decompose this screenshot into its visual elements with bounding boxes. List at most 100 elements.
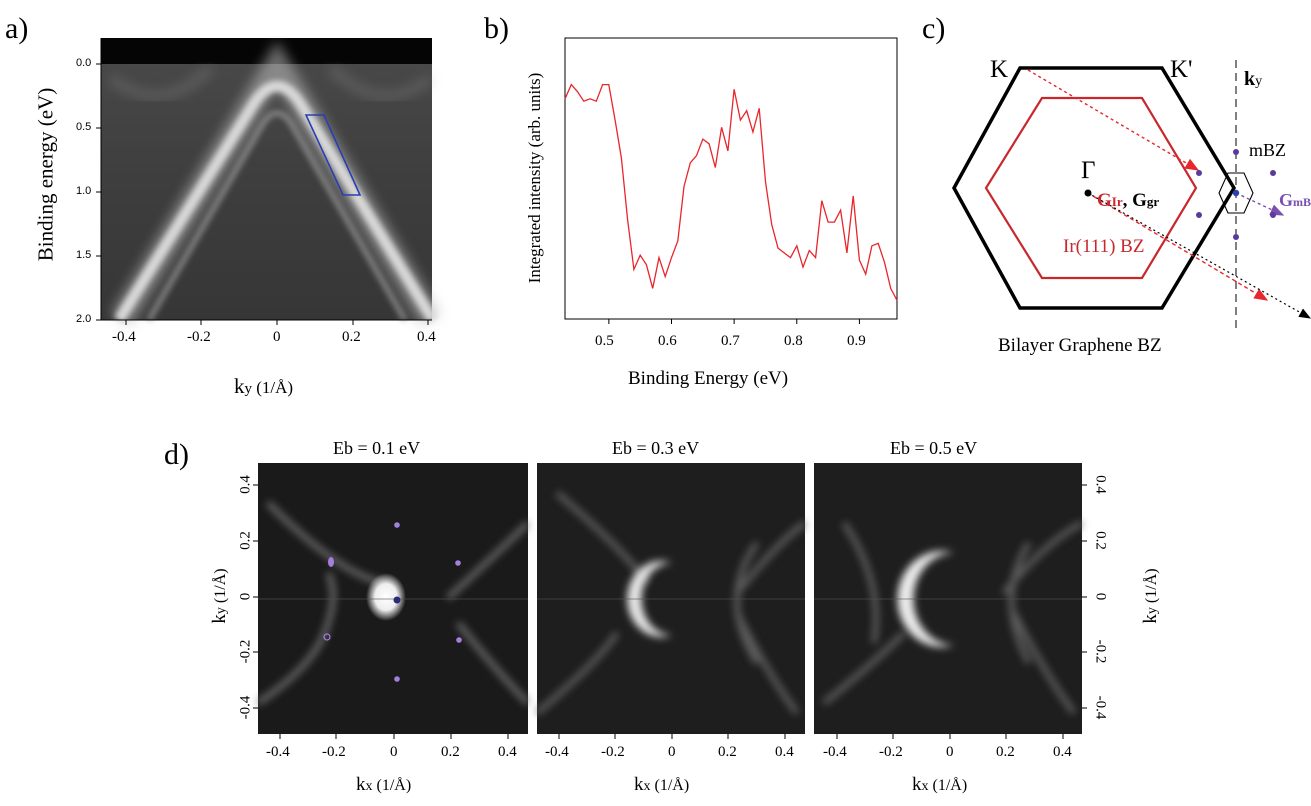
map3-xlabel-main: k xyxy=(912,774,922,795)
panel-d-ylabel-right-main: k xyxy=(1140,614,1161,624)
map3-xtick: 0 xyxy=(946,744,954,760)
label-G-ir-sub: Ir xyxy=(1111,194,1123,209)
panel-d-ylabel-right-unit: (1/Å) xyxy=(1143,568,1160,608)
panel-d-ylabel-left: ky (1/Å) xyxy=(209,536,231,656)
panel-a-xtick: 0.2 xyxy=(342,329,361,345)
panel-a-xlabel-main: k xyxy=(234,374,245,398)
map1-xtick: 0 xyxy=(390,744,398,760)
label-mBZ: mBZ xyxy=(1249,140,1287,160)
panel-a-xtick: 0 xyxy=(273,329,281,345)
panel-a-xlabel-unit: (1/Å) xyxy=(252,378,294,397)
label-ky: ky xyxy=(1244,68,1262,91)
mbz-hexagon xyxy=(1218,172,1254,214)
panel-d-ytick-left: 0.4 xyxy=(237,475,254,494)
map2-xtick: 0 xyxy=(668,744,676,760)
map1-xlabel: kx (1/Å) xyxy=(356,774,411,796)
map1-xtick: 0.4 xyxy=(498,744,517,760)
panel-d-ylabel-right: ky (1/Å) xyxy=(1140,536,1162,656)
constant-energy-map-eb-0.3 xyxy=(535,463,807,734)
panel-a-xlabel-sub: y xyxy=(244,381,253,397)
map2-xlabel-main: k xyxy=(634,774,644,795)
map3-xtick: 0.2 xyxy=(996,744,1015,760)
panel-a-ytick: 2.0 xyxy=(76,313,92,325)
panel-d-ytick-right: 0 xyxy=(1092,592,1109,601)
map-title-2: Eb = 0.3 eV xyxy=(612,438,700,458)
intensity-line-chart xyxy=(564,37,898,324)
map3-xtick: -0.4 xyxy=(823,744,847,760)
label-G-ir-gr: GIr, Ggr xyxy=(1097,190,1159,212)
panel-a-ytick: 0.5 xyxy=(76,121,92,133)
constant-energy-map-eb-0.1 xyxy=(256,463,531,734)
map2-xtick: -0.4 xyxy=(545,744,569,760)
panel-d-ytick-right: 0.4 xyxy=(1092,475,1109,494)
label-gamma: Γ xyxy=(1081,157,1096,184)
panel-c-letter: c) xyxy=(922,12,946,45)
map-title-3: Eb = 0.5 eV xyxy=(890,438,978,458)
bilayer-graphene-hexagon xyxy=(952,66,1237,310)
panel-a-xlabel: ky (1/Å) xyxy=(234,374,293,399)
map2-xtick: 0.4 xyxy=(775,744,794,760)
panel-d-ytick-right: -0.4 xyxy=(1092,695,1109,720)
map1-xlabel-unit: (1/Å) xyxy=(372,777,412,794)
panel-b-xtick: 0.5 xyxy=(595,333,614,349)
panel-a-xtick: -0.2 xyxy=(187,329,211,345)
label-G-mbz-main: G xyxy=(1279,190,1294,210)
map2-xlabel-unit: (1/Å) xyxy=(650,777,690,794)
panel-a-ytick: 0.0 xyxy=(76,57,92,69)
panel-b-xtick: 0.7 xyxy=(721,333,740,349)
map2-xtick: -0.2 xyxy=(601,744,625,760)
panel-d-ytick-left: -0.4 xyxy=(237,695,254,720)
map2-xlabel: kx (1/Å) xyxy=(634,774,689,796)
label-G-gr-main: G xyxy=(1132,190,1147,211)
map1-xtick: 0.2 xyxy=(441,744,460,760)
panel-b-xtick: 0.6 xyxy=(658,333,677,349)
panel-d-ylabel-left-unit: (1/Å) xyxy=(212,568,229,608)
panel-d-ytick-right: 0.2 xyxy=(1092,531,1109,550)
map-title-1: Eb = 0.1 eV xyxy=(333,438,421,458)
label-ky-sub: y xyxy=(1255,74,1263,89)
label-ir-bz: Ir(111) BZ xyxy=(1063,236,1145,257)
label-G-gr-sub: gr xyxy=(1146,194,1160,209)
map3-xlabel-sub: x xyxy=(921,779,929,794)
panel-d-ytick-left: 0.2 xyxy=(237,531,254,550)
label-bilayer-graphene-bz: Bilayer Graphene BZ xyxy=(998,335,1162,356)
panel-d-ytick-right: -0.2 xyxy=(1092,639,1109,664)
label-G-mbz-sub: mBZ xyxy=(1293,195,1311,209)
brillouin-zone-diagram xyxy=(952,60,1311,330)
panel-b-xtick: 0.8 xyxy=(784,333,803,349)
label-ky-main: k xyxy=(1244,68,1256,90)
label-G-ir-main: G xyxy=(1097,190,1112,211)
constant-energy-map-eb-0.5 xyxy=(814,463,1084,734)
label-K: K xyxy=(990,56,1009,83)
label-K-prime: K' xyxy=(1170,56,1193,83)
map1-xlabel-main: k xyxy=(356,774,366,795)
panel-d-ylabel-right-sub: y xyxy=(1145,607,1160,615)
panel-d-ylabel-left-main: k xyxy=(209,614,230,624)
map3-xlabel-unit: (1/Å) xyxy=(928,777,968,794)
map3-xlabel: kx (1/Å) xyxy=(912,774,967,796)
map2-xtick: 0.2 xyxy=(718,744,737,760)
panel-a-ytick: 1.5 xyxy=(76,249,92,261)
panel-a-xtick: -0.4 xyxy=(112,329,136,345)
panel-b-xlabel: Binding Energy (eV) xyxy=(628,368,789,389)
map1-xtick: -0.2 xyxy=(322,744,346,760)
panel-a-xtick: 0.4 xyxy=(417,329,436,345)
map1-xlabel-sub: x xyxy=(365,779,373,794)
map3-xtick: -0.2 xyxy=(879,744,903,760)
label-comma: , xyxy=(1122,190,1128,211)
arpes-band-map xyxy=(96,38,442,327)
panel-d-ytick-left: 0 xyxy=(237,592,254,601)
panel-d-letter: d) xyxy=(164,438,189,471)
intensity-series-line xyxy=(564,83,898,301)
panel-a-ytick: 1.0 xyxy=(76,185,92,197)
map3-xtick: 0.4 xyxy=(1053,744,1072,760)
panel-d-ytick-left: -0.2 xyxy=(237,639,254,664)
panel-b-letter: b) xyxy=(484,12,509,45)
panel-a-letter: a) xyxy=(5,12,29,45)
map2-xlabel-sub: x xyxy=(643,779,651,794)
panel-d-ylabel-left-sub: y xyxy=(214,607,229,615)
label-G-mbz: GmBZ xyxy=(1279,190,1311,211)
ir-bz-hexagon xyxy=(984,96,1198,280)
panel-b-xtick: 0.9 xyxy=(847,333,866,349)
